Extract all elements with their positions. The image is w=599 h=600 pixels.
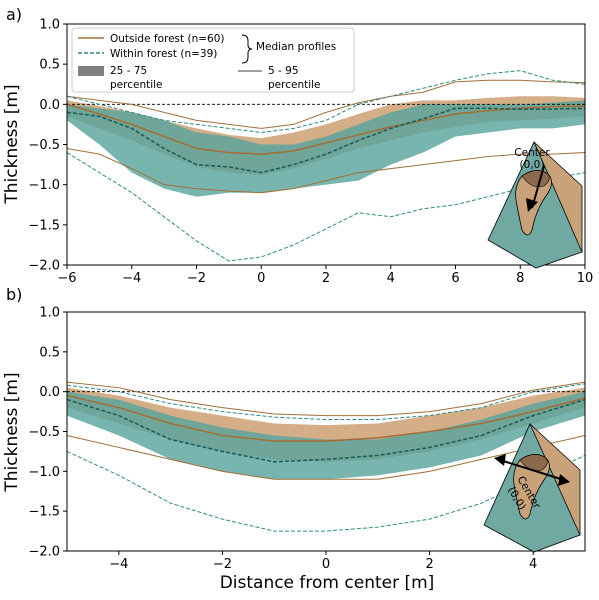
panel-a-x-tick-label: 0 [257,271,265,286]
legend-iqr-label-2: percentile [110,79,163,91]
inset-diagram-a: Center (0,0) [487,141,583,269]
panel-a-outside-p5-line [66,148,586,194]
panel-a-y-tick-label: 0.0 [39,98,60,113]
panel-a-y-tick-label: −1.5 [28,218,60,233]
panel-b-within-median-line [66,398,586,463]
x-axis-label: Distance from center [m] [220,573,435,593]
panel-b-y-tick-label: −0.5 [28,425,60,440]
legend-iqr-swatch [78,66,104,76]
panel-b-plot: −4 −2 0 2 4 1.0 0.5 0.0 −0.5 −1.0 −1.5 −2.0 [28,306,586,572]
panel-b-x-tick-label: −4 [109,557,128,572]
panel-b-within-iqr-band [67,391,585,480]
legend-p595-label-1: 5 - 95 [268,65,299,77]
legend-iqr-label-1: 25 - 75 [110,65,147,77]
panel-a-x-tick-label: −4 [122,271,141,286]
panel-a-y-tick-label: −0.5 [28,138,60,153]
inset-a-arrowhead [526,198,538,212]
panel-a-plot: −6 −4 −2 0 2 4 6 8 10 1.0 0.5 0.0 −0.5 −1.0 −1.5 −2.0 [28,18,593,287]
panel-a-within-median-line [66,107,586,174]
y-axis-label-b: Thickness [m] [2,372,22,492]
legend: Outside forest (n=60) Within forest (n=3… [71,27,355,93]
panel-a-within-p5-line [66,152,586,262]
panel-b-x-tick-label: −2 [213,557,232,572]
panel-a-y-tick-label: −1.0 [28,178,60,193]
inset-b-arrowhead-right [558,474,570,486]
panel-a-y-tick-label: −2.0 [28,259,60,274]
panel-a-x-tick-label: −6 [57,271,76,286]
panel-label-b: b) [6,285,22,304]
panel-b-outside-p5-line [66,434,586,480]
panel-a-outside-p95-line [66,79,586,129]
panel-a-x-tick-label: 8 [516,271,524,286]
inset-a-center-label: Center [514,147,550,159]
legend-within-label: Within forest (n=39) [110,48,217,60]
panel-b-x-tick-label: 0 [322,557,330,572]
panel-b-y-tick-label: −2.0 [28,545,60,560]
panel-a-x-tick-label: 2 [322,271,330,286]
panel-b-y-tick-label: 0.0 [39,385,60,400]
legend-brace [241,34,253,64]
panel-b-outside-median-line [66,394,586,442]
legend-median-label: Median profiles [256,41,336,53]
panel-a-within-iqr-band [67,100,585,197]
y-axis-label-a: Thickness [m] [2,84,22,204]
panel-b-x-tick-label: 2 [425,557,433,572]
panel-a-outside-median-line [66,103,586,155]
panel-b-x-tick-label: 4 [529,557,537,572]
inset-b-arrow [499,459,565,481]
panel-b-y-tick-label: −1.0 [28,465,60,480]
legend-outside-label: Outside forest (n=60) [110,33,225,45]
inset-a-origin-label: (0,0) [520,159,545,171]
legend-frame [71,27,355,93]
legend-p595-label-2: percentile [268,79,321,91]
panel-label-a: a) [6,5,22,24]
panel-a-y-tick-label: 0.5 [39,58,60,73]
panel-a-x-tick-label: 6 [451,271,459,286]
inset-b-arrowhead-left [494,454,506,466]
panel-a-x-tick-label: 10 [577,271,594,286]
panel-a-y-tick-label: 1.0 [39,18,60,33]
panel-a-x-tick-label: −2 [187,271,206,286]
panel-b-outside-p95-line [66,381,586,417]
panel-b-within-p95-line [66,383,586,421]
panel-b-y-tick-label: −1.5 [28,505,60,520]
inset-diagram-b: Center (0,0) [483,423,581,553]
panel-a-x-tick-label: 4 [387,271,395,286]
panel-b-y-tick-label: 1.0 [39,306,60,321]
panel-b-y-tick-label: 0.5 [39,345,60,360]
